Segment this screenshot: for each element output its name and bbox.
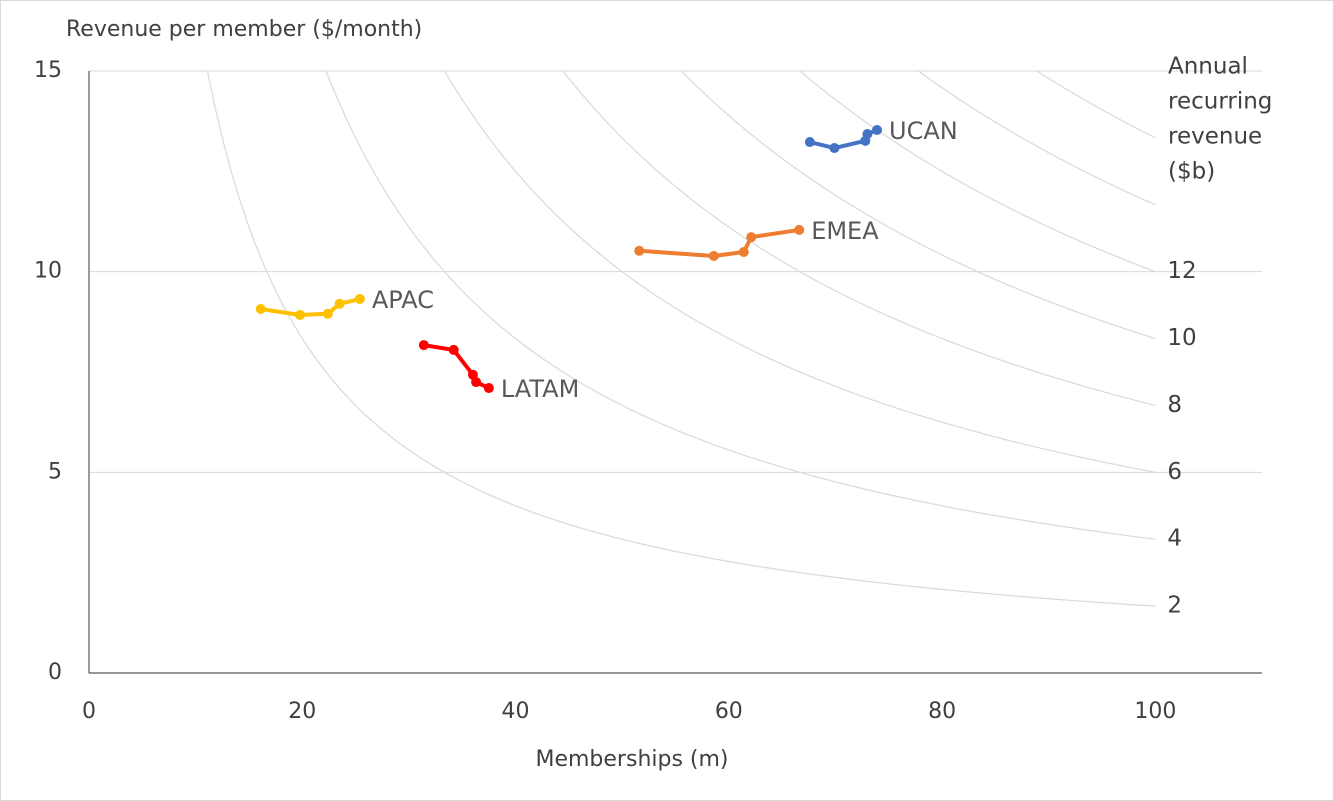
data-point xyxy=(322,308,333,319)
x-tick-label: 40 xyxy=(502,699,530,724)
series-label: APAC xyxy=(372,286,434,314)
y2-axis-title: recurring xyxy=(1168,89,1272,115)
data-point xyxy=(794,224,805,235)
series-label: LATAM xyxy=(501,375,579,403)
iso-curve xyxy=(206,70,1156,607)
series-label: UCAN xyxy=(889,117,958,145)
data-point xyxy=(746,232,757,243)
iso-label: 12 xyxy=(1167,258,1196,284)
y-tick-label: 15 xyxy=(34,58,62,83)
x-tick-label: 20 xyxy=(288,699,316,724)
data-point xyxy=(418,340,429,351)
iso-label: 2 xyxy=(1167,593,1182,619)
iso-curve xyxy=(325,70,1156,540)
iso-curve xyxy=(918,70,1156,206)
data-point xyxy=(448,344,459,355)
series-label: EMEA xyxy=(811,217,879,245)
iso-label: 10 xyxy=(1167,325,1196,351)
iso-curve xyxy=(1036,70,1156,139)
x-axis-title: Memberships (m) xyxy=(535,747,728,772)
data-point xyxy=(872,124,883,135)
data-point xyxy=(483,383,494,394)
x-tick-label: 100 xyxy=(1134,699,1176,724)
y-axis-title: Revenue per member ($/month) xyxy=(66,17,422,42)
x-tick-label: 0 xyxy=(82,699,96,724)
data-point xyxy=(255,303,266,314)
iso-label: 4 xyxy=(1167,526,1182,552)
y2-axis-title: Annual xyxy=(1168,54,1248,80)
iso-curve xyxy=(680,70,1156,340)
x-tick-label: 60 xyxy=(715,699,743,724)
data-point xyxy=(738,247,749,258)
x-tick-label: 80 xyxy=(928,699,956,724)
y2-axis-title: ($b) xyxy=(1168,159,1215,185)
iso-label: 6 xyxy=(1167,459,1182,485)
data-point xyxy=(334,298,345,309)
iso-label: 8 xyxy=(1167,392,1182,418)
iso-curve xyxy=(443,70,1156,473)
data-point xyxy=(708,251,719,262)
y2-axis-title: revenue xyxy=(1168,124,1262,150)
data-point xyxy=(804,137,815,148)
y-tick-label: 5 xyxy=(48,459,62,484)
y-tick-label: 10 xyxy=(34,259,62,284)
iso-curve xyxy=(799,70,1156,273)
iso-curve xyxy=(562,70,1156,406)
y-tick-label: 0 xyxy=(48,660,62,685)
data-point xyxy=(471,377,482,388)
data-point xyxy=(862,129,873,140)
data-point xyxy=(634,245,645,256)
data-point xyxy=(295,310,306,321)
data-point xyxy=(354,293,365,304)
data-point xyxy=(829,143,840,154)
